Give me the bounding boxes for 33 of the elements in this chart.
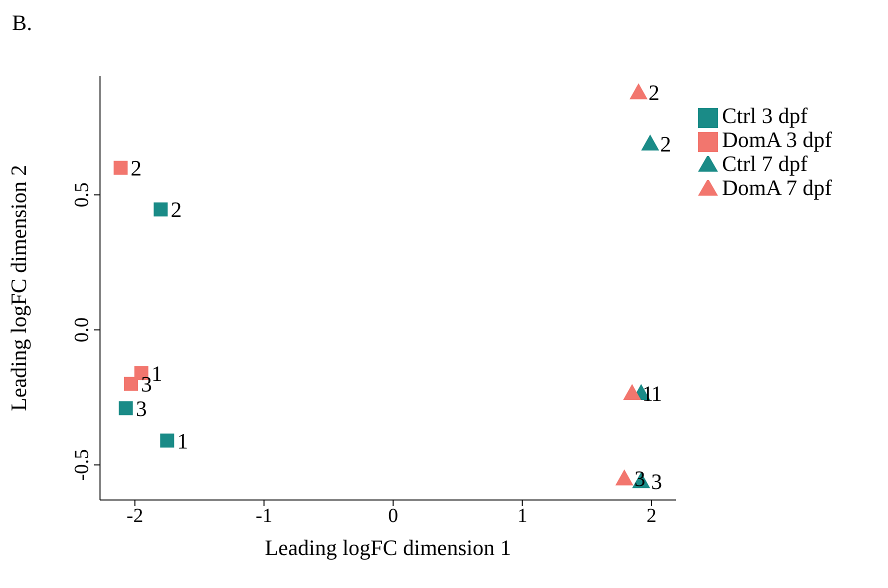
x-tick-label: 0 [388, 505, 398, 528]
x-axis-title: Leading logFC dimension 1 [264, 535, 512, 560]
annotation: 1 [651, 380, 662, 406]
y-tick-label: 0.5 [71, 182, 93, 208]
x-tick-label: -2 [126, 505, 144, 528]
x-tick-label: 2 [646, 505, 656, 528]
annotation: 1 [151, 360, 162, 386]
x-tick-label: -1 [256, 505, 272, 528]
annotation: 2 [660, 131, 672, 156]
x-tick-label: 1 [517, 505, 528, 528]
y-tick-label: -0.5 [71, 449, 93, 481]
point [630, 83, 648, 100]
point [160, 434, 174, 448]
annotation: 3 [651, 468, 662, 494]
legend-label: DomA 3 dpf [722, 127, 832, 152]
point [154, 202, 168, 216]
annotation: 2 [130, 156, 142, 181]
y-tick-label: 0.0 [71, 317, 93, 342]
point [641, 134, 660, 151]
y-axis-title: Leading logFC dimension 2 [6, 164, 31, 412]
point [124, 376, 138, 391]
annotation: 2 [648, 80, 660, 106]
annotation: 1 [177, 428, 188, 454]
legend-label: DomA 7 dpf [722, 175, 832, 200]
annotation: 2 [170, 197, 182, 222]
point [114, 160, 128, 175]
annotation: 3 [136, 396, 147, 421]
chart-title: B. [12, 10, 32, 36]
point [615, 469, 634, 486]
legend-label: Ctrl 7 dpf [722, 151, 808, 176]
legend-label: Ctrl 3 dpf [722, 103, 808, 128]
point [118, 401, 133, 416]
point [623, 384, 642, 400]
